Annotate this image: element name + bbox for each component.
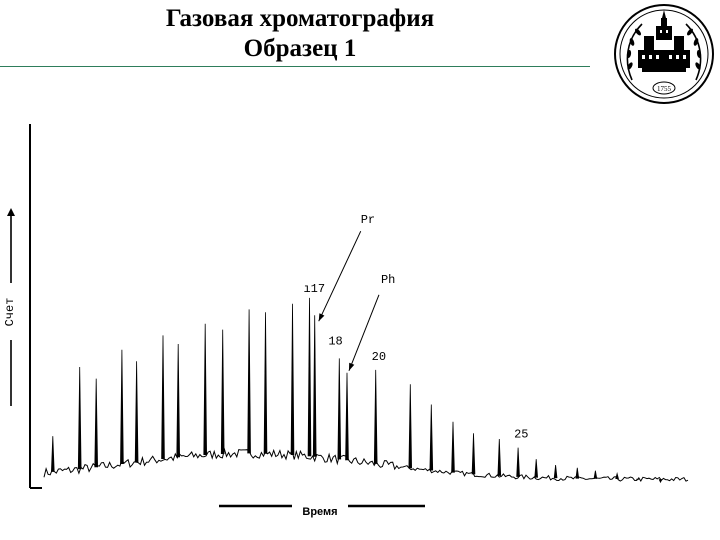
chromatogram-peak: [120, 349, 124, 465]
chromatogram-peak: [203, 323, 207, 456]
annotations-group: Pr Ph ı17 18 20 25: [303, 213, 528, 441]
x-axis-label: Время: [302, 506, 337, 518]
chromatogram-peak: [307, 297, 312, 457]
chromatogram-peak: [516, 447, 520, 477]
y-axis-label: Счет: [3, 298, 17, 327]
chromatogram-peak: [51, 436, 55, 472]
chromatogram-peak: [408, 384, 412, 469]
seal-year: 1755: [657, 85, 672, 93]
chromatogram-peak: [615, 472, 619, 480]
peaks-group: [51, 297, 663, 484]
chromatogram-peak: [471, 433, 476, 475]
chromatogram-peak: [337, 358, 342, 460]
chromatogram-peak: [534, 459, 538, 478]
chromatogram-peak: [575, 467, 580, 479]
chromatogram-peak: [247, 309, 251, 454]
chromatogram-peak: [345, 372, 349, 461]
chromatogram-baseline: [43, 447, 689, 482]
page-subtitle: Образец 1: [243, 35, 357, 62]
chromatogram-peak: [176, 343, 180, 458]
annotation-ph: Ph: [381, 273, 395, 287]
chromatogram-peak: [451, 421, 455, 473]
y-axis-label-group: Счет: [3, 208, 17, 406]
annotation-ph-arrow: [348, 294, 380, 371]
header-rule: [0, 66, 590, 67]
chromatogram-peak: [429, 404, 434, 471]
chromatogram-peak: [94, 378, 98, 468]
chromatogram-peak: [161, 335, 165, 460]
chromatogram-peak: [263, 312, 268, 454]
chromatogram-peak: [77, 366, 82, 470]
chromatogram-peak: [373, 369, 378, 464]
annotation-ph-arrow-head: [348, 362, 355, 371]
title-block: Газовая хроматография Образец 1: [100, 4, 500, 64]
chromatogram-peak: [290, 303, 295, 456]
university-seal-icon: 1755: [614, 4, 714, 104]
chromatogram-peak: [553, 464, 558, 479]
chromatogram-peak: [312, 315, 317, 457]
annotation-25: 25: [514, 428, 528, 442]
chromatogram-peak: [134, 361, 139, 463]
annotation-pr-arrow-head: [318, 313, 325, 322]
chromatogram-peak: [593, 470, 598, 479]
chromatogram-peak: [220, 329, 225, 455]
annotation-pr: Pr: [361, 213, 375, 227]
x-axis-label-group: Время: [219, 504, 425, 518]
page-title: Газовая хроматография: [165, 5, 435, 32]
annotation-20: 20: [372, 350, 386, 364]
chromatogram-peak: [497, 438, 502, 476]
chromatogram-peak: [658, 479, 663, 484]
annotation-pr-arrow: [318, 230, 362, 322]
annotation-17: ı17: [303, 282, 325, 296]
annotation-18: 18: [328, 334, 342, 348]
